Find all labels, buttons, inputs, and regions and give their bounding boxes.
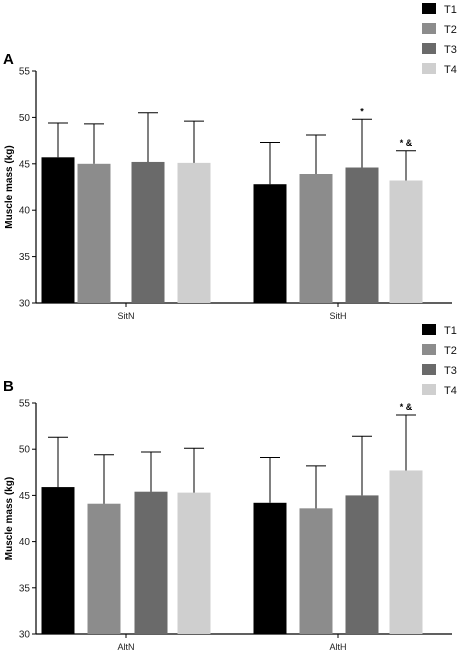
legend-label-t4: T4	[444, 385, 457, 397]
legend-label-t1: T1	[444, 4, 457, 16]
significance-marker: * &	[400, 138, 413, 148]
legend-swatch-t4	[422, 63, 436, 74]
legend-swatch-t2	[422, 23, 436, 34]
legend-label-t4: T4	[444, 64, 457, 76]
panel-a: A 30 35 40 45 50 55 Muscle mass (kg) SitN * * & Sit…	[3, 3, 457, 321]
bar-altn-t2	[87, 503, 121, 634]
bar-sitn-t3	[131, 161, 165, 303]
legend-label-t2: T2	[444, 345, 457, 357]
y-tick-label: 40	[19, 537, 31, 548]
bar-alth-t3	[345, 495, 379, 634]
bar-alth-t4	[389, 470, 423, 634]
bar-sith-t2	[299, 174, 333, 303]
x-category-label: AltH	[329, 642, 346, 652]
x-category-label: AltN	[117, 642, 134, 652]
bar-sith-t4	[389, 180, 423, 303]
bar-sitn-t1	[41, 157, 75, 303]
bar-sith-t1	[253, 184, 287, 303]
bar-sitn-t4	[177, 162, 211, 303]
legend-swatch-t3	[422, 43, 436, 54]
x-category-label: SitN	[117, 311, 134, 321]
y-tick-label: 55	[19, 67, 31, 78]
y-tick-label: 50	[19, 113, 31, 124]
y-axis-title: Muscle mass (kg)	[4, 145, 15, 228]
significance-marker: * &	[400, 402, 413, 412]
y-tick-label: 35	[19, 252, 31, 263]
bar-alth-t2	[299, 508, 333, 634]
legend-swatch-t2	[422, 344, 436, 355]
y-tick-label: 55	[19, 399, 31, 410]
legend: T1 T2 T3 T4	[422, 3, 457, 76]
legend-label-t3: T3	[444, 365, 457, 377]
legend-label-t3: T3	[444, 44, 457, 56]
bar-altn-t4	[177, 492, 211, 634]
y-tick-label: 40	[19, 206, 31, 217]
bar-sith-t3	[345, 167, 379, 303]
legend-swatch-t1	[422, 3, 436, 14]
legend-swatch-t4	[422, 384, 436, 395]
panel-letter: A	[3, 51, 14, 68]
y-tick-label: 30	[19, 630, 31, 641]
y-axis-title: Muscle mass (kg)	[4, 477, 15, 560]
y-tick-label: 30	[19, 299, 31, 310]
legend-swatch-t3	[422, 364, 436, 375]
y-tick-label: 50	[19, 445, 31, 456]
significance-marker: *	[360, 106, 364, 116]
legend: T1 T2 T3 T4	[422, 324, 457, 397]
y-tick-label: 45	[19, 159, 31, 170]
panel-letter: B	[3, 378, 14, 395]
panel-b: B 30 35 40 45 50 55 Muscle mass (kg) AltN * & AltH…	[3, 324, 457, 652]
bar-alth-t1	[253, 502, 287, 634]
bar-altn-t1	[41, 487, 75, 634]
bar-altn-t3	[134, 491, 168, 634]
legend-label-t1: T1	[444, 325, 457, 337]
x-category-label: SitH	[329, 311, 346, 321]
y-tick-label: 35	[19, 583, 31, 594]
bar-sitn-t2	[77, 163, 111, 303]
y-tick-label: 45	[19, 491, 31, 502]
legend-label-t2: T2	[444, 24, 457, 36]
legend-swatch-t1	[422, 324, 436, 335]
